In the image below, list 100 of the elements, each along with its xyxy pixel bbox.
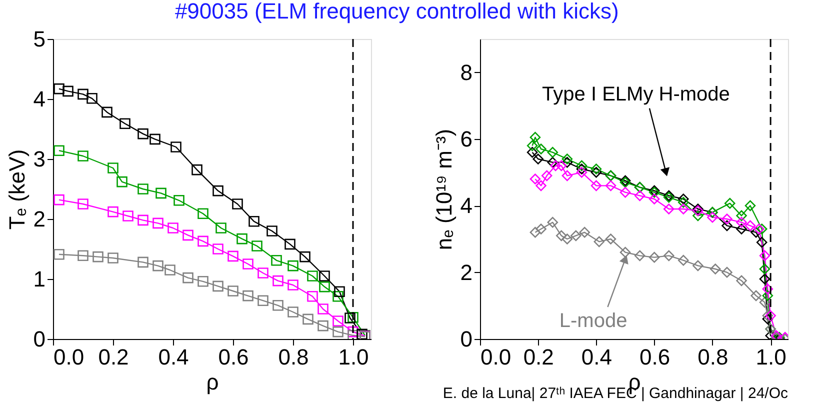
point [556,230,567,242]
point [332,316,344,326]
point [216,222,226,234]
point [620,246,631,258]
y-tick-label: 4 [33,86,46,112]
point [663,250,674,262]
point [319,270,330,282]
point [150,134,160,145]
point [54,145,64,156]
point [648,194,660,204]
point [108,252,118,264]
x-tick-label: 0.4 [581,344,612,370]
point [212,185,224,196]
point [576,166,588,178]
point [318,320,328,332]
point [266,226,278,236]
y-tick-label: 2 [460,260,472,285]
point [620,186,631,198]
point [122,210,134,222]
point [248,216,260,227]
point [541,170,552,182]
point [319,281,330,292]
point [722,214,732,224]
point [550,160,561,172]
point [307,291,318,302]
point [288,260,298,272]
point [168,222,178,234]
point [759,274,770,284]
point [590,180,602,192]
y-tick-label: 0 [33,326,46,352]
point [138,128,148,140]
point [174,195,184,206]
x-tick-label: 1.0 [338,344,369,370]
point [54,83,64,94]
point [258,268,268,278]
point [526,146,538,158]
point [300,251,310,262]
point [236,233,248,244]
x-tick-label: 0.4 [158,344,189,370]
point [288,306,298,318]
point [576,160,588,172]
y-tick-label: 2 [33,206,46,232]
point [692,260,704,272]
y-tick-label: 3 [33,146,46,172]
point [108,206,118,218]
point [78,250,88,261]
x-tick-label: 0.8 [698,344,728,370]
point [756,224,768,234]
point [307,270,318,282]
point [536,224,546,234]
point [242,290,254,302]
point [648,252,660,263]
point [530,132,541,143]
point [605,180,616,192]
x-axis-title: ρ [206,370,219,394]
x-tick-label: 0.6 [218,344,249,370]
point [288,280,298,290]
point [556,160,567,172]
point [348,312,358,323]
x-tick-label: 0.8 [278,344,309,370]
y-axis-title: nₑ (10¹⁹ m⁻³) [431,128,456,250]
point [271,255,282,266]
point [722,220,732,232]
point [232,198,243,210]
point [170,142,182,152]
point [678,196,689,208]
point [570,230,582,242]
point [707,212,718,223]
point [272,275,284,286]
point [532,154,544,164]
point [54,194,64,206]
point [332,326,344,338]
point [590,166,602,178]
point [678,204,689,214]
point [344,312,356,324]
point [242,258,254,270]
y-tick-label: 1 [33,266,46,292]
point [182,272,194,284]
point [108,162,118,174]
point [765,310,776,322]
point [348,330,358,339]
point [252,240,262,252]
point [198,208,208,219]
point [138,256,148,268]
point [754,224,764,234]
y-tick-label: 8 [460,60,472,85]
point [228,250,238,262]
point [579,226,590,238]
point [356,328,368,339]
point [272,300,284,311]
point [332,291,344,302]
point [756,236,768,248]
point [138,214,148,226]
point [164,264,176,276]
point [284,238,296,250]
point [744,220,756,232]
point [547,146,558,158]
point [692,210,704,222]
point [536,144,546,154]
point [562,154,573,164]
